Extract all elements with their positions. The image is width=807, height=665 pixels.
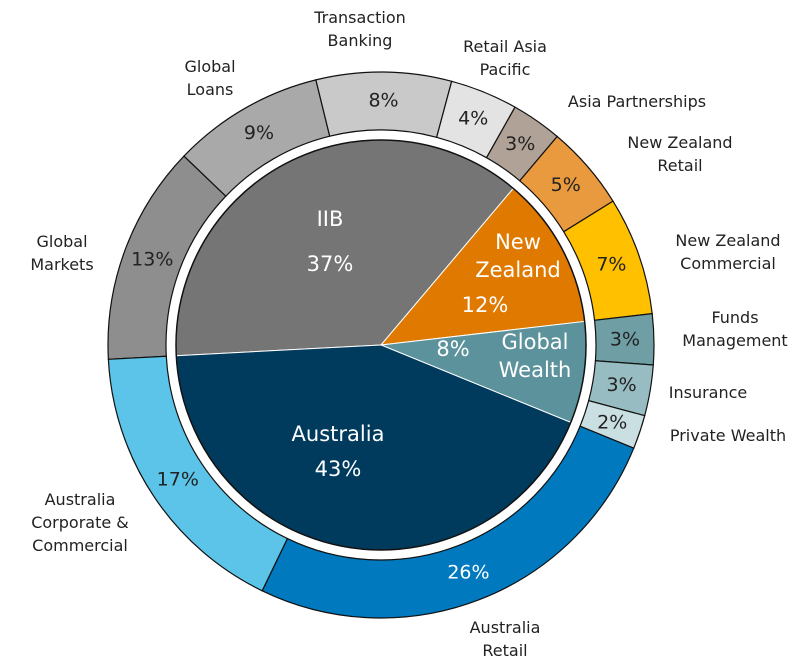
ring-segment: [107, 355, 289, 592]
segment-value: 26%: [447, 561, 489, 583]
segment-value: 7%: [596, 253, 626, 275]
slice-name: Global Wealth: [498, 330, 572, 382]
segment-name: Australia Retail: [469, 618, 541, 660]
slice-value: 8%: [436, 337, 469, 361]
segment-value: 3%: [610, 328, 640, 350]
segment-value: 5%: [551, 174, 581, 196]
segment-name: Funds Management: [682, 308, 788, 350]
slice-name: New Zealand: [475, 230, 561, 282]
segment-name: Private Wealth: [669, 426, 787, 445]
segment-name: Asia Partnerships: [567, 92, 707, 111]
slice-value: 12%: [462, 293, 509, 317]
segment-value: 13%: [131, 248, 173, 270]
segment-name: Global Markets: [30, 232, 94, 274]
segment-value: 3%: [505, 133, 535, 155]
segment-value: 4%: [458, 108, 488, 130]
segment-name: New Zealand Retail: [627, 133, 733, 175]
segment-value: 8%: [368, 90, 398, 112]
segment-value: 3%: [607, 374, 637, 396]
slice-value: 43%: [315, 457, 362, 481]
slice-name: IIB: [316, 207, 344, 231]
pie-outline: [175, 139, 587, 551]
slice-value: 37%: [307, 252, 354, 276]
segment-name: New Zealand Commercial: [675, 231, 781, 273]
segment-name: Global Loans: [184, 57, 236, 99]
segment-value: 2%: [597, 411, 627, 433]
segment-name: Retail Asia Pacific: [463, 37, 547, 79]
segment-value: 17%: [157, 469, 199, 491]
segment-value: 9%: [244, 122, 274, 144]
slice-name: Australia: [291, 422, 385, 446]
segment-name: Transaction Banking: [314, 8, 406, 50]
segment-name: Insurance: [668, 383, 748, 402]
segment-name: Australia Corporate & Commercial: [31, 490, 129, 555]
